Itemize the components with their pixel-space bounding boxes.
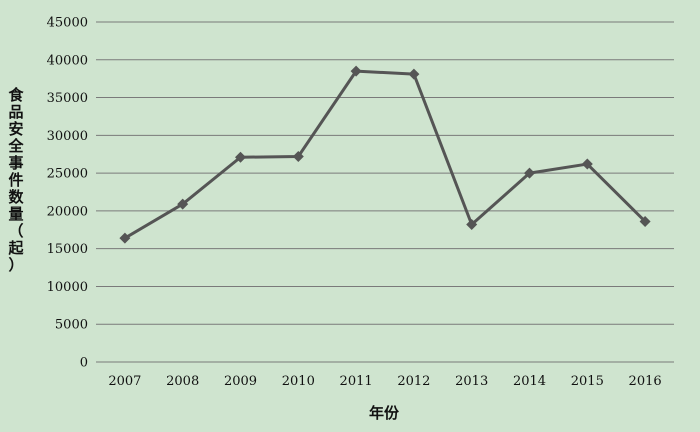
y-tick-label: 0 [80, 356, 88, 371]
y-axis-title-char: 量 [8, 205, 23, 223]
y-tick-label: 5000 [55, 318, 88, 333]
data-point-2011 [350, 65, 362, 77]
x-tick-label: 2007 [108, 374, 141, 389]
data-point-2008 [177, 198, 189, 210]
y-tick-label: 10000 [47, 280, 88, 295]
data-point-2010 [292, 150, 304, 162]
x-tick-label: 2008 [166, 374, 199, 389]
x-tick-label: 2009 [224, 374, 257, 389]
y-axis-title-char: 全 [7, 137, 24, 155]
y-axis-title-char: 食 [8, 86, 24, 104]
data-point-2013 [466, 218, 478, 230]
x-tick-label: 2010 [282, 374, 315, 389]
y-tick-label: 20000 [47, 204, 88, 219]
data-point-2014 [524, 167, 535, 179]
data-point-2007 [119, 232, 131, 244]
y-axis-title-char: 起 [7, 239, 24, 257]
x-tick-label: 2011 [340, 374, 373, 389]
series-markers [119, 65, 651, 244]
x-tick-label: 2015 [571, 374, 604, 389]
data-point-2016 [639, 215, 651, 227]
y-tick-label: 45000 [47, 16, 88, 31]
y-tick-label: 35000 [47, 91, 88, 106]
x-tick-label: 2014 [513, 374, 546, 389]
gridlines [96, 21, 674, 363]
x-tick-label: 2012 [397, 374, 430, 389]
x-axis-title: 年份 [369, 404, 400, 422]
series-line [124, 69, 647, 240]
y-tick-label: 40000 [47, 53, 88, 68]
y-axis-title-char: （ [8, 222, 23, 240]
y-axis-title-char: 品 [8, 103, 23, 121]
x-tick-labels: 2007 2008 2009 2010 2011 2012 2013 2014 2015 2016 [108, 374, 661, 389]
data-point-2015 [581, 158, 593, 170]
y-axis-title-char: 数 [8, 188, 24, 206]
y-tick-label: 15000 [47, 242, 88, 257]
data-point-2012 [408, 68, 420, 80]
y-axis-title-char: 安 [8, 120, 23, 138]
data-point-2009 [235, 151, 246, 163]
x-tick-label: 2016 [629, 374, 662, 389]
y-axis-title-char: 事 [8, 154, 23, 172]
y-axis-title-char: ） [8, 256, 23, 274]
y-tick-labels: 0 5000 10000 15000 20000 25000 30000 35000 40000… [47, 16, 88, 371]
y-tick-label: 25000 [47, 167, 88, 182]
y-tick-label: 30000 [47, 129, 88, 144]
y-axis-title-char: 件 [8, 171, 23, 189]
x-tick-label: 2013 [455, 374, 488, 389]
